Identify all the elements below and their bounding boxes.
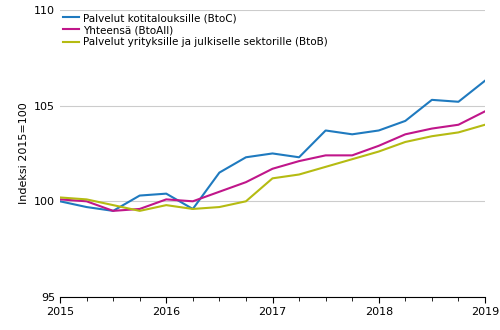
Yhteensä (BtoAll) [456,123,462,127]
Y-axis label: Indeksi 2015=100: Indeksi 2015=100 [18,103,28,204]
Palvelut kotitalouksille (BtoC) [270,151,276,155]
Yhteensä (BtoAll) [322,153,328,157]
Palvelut yrityksille ja julkiselle sektorille (BtoB) [84,197,89,201]
Palvelut kotitalouksille (BtoC) [110,209,116,213]
Palvelut yrityksille ja julkiselle sektorille (BtoB) [482,123,488,127]
Palvelut yrityksille ja julkiselle sektorille (BtoB) [57,195,63,199]
Palvelut yrityksille ja julkiselle sektorille (BtoB) [190,207,196,211]
Palvelut yrityksille ja julkiselle sektorille (BtoB) [402,140,408,144]
Yhteensä (BtoAll) [136,207,142,211]
Yhteensä (BtoAll) [349,153,355,157]
Palvelut kotitalouksille (BtoC) [482,79,488,83]
Palvelut kotitalouksille (BtoC) [84,205,89,209]
Yhteensä (BtoAll) [402,132,408,136]
Palvelut yrityksille ja julkiselle sektorille (BtoB) [296,173,302,177]
Palvelut yrityksille ja julkiselle sektorille (BtoB) [110,203,116,207]
Yhteensä (BtoAll) [429,127,435,131]
Palvelut kotitalouksille (BtoC) [376,128,382,132]
Line: Palvelut yrityksille ja julkiselle sektorille (BtoB): Palvelut yrityksille ja julkiselle sekto… [60,125,485,211]
Legend: Palvelut kotitalouksille (BtoC), Yhteensä (BtoAll), Palvelut yrityksille ja julk: Palvelut kotitalouksille (BtoC), Yhteens… [63,13,328,47]
Palvelut yrityksille ja julkiselle sektorille (BtoB) [349,157,355,161]
Palvelut yrityksille ja julkiselle sektorille (BtoB) [429,134,435,138]
Yhteensä (BtoAll) [296,159,302,163]
Yhteensä (BtoAll) [243,180,249,184]
Palvelut yrityksille ja julkiselle sektorille (BtoB) [456,130,462,134]
Palvelut kotitalouksille (BtoC) [429,98,435,102]
Palvelut kotitalouksille (BtoC) [296,155,302,159]
Palvelut kotitalouksille (BtoC) [136,194,142,198]
Yhteensä (BtoAll) [270,167,276,171]
Yhteensä (BtoAll) [84,199,89,203]
Palvelut yrityksille ja julkiselle sektorille (BtoB) [270,176,276,180]
Yhteensä (BtoAll) [110,209,116,213]
Yhteensä (BtoAll) [376,144,382,148]
Yhteensä (BtoAll) [57,197,63,201]
Palvelut yrityksille ja julkiselle sektorille (BtoB) [376,149,382,153]
Palvelut kotitalouksille (BtoC) [322,128,328,132]
Yhteensä (BtoAll) [482,109,488,113]
Palvelut kotitalouksille (BtoC) [163,192,169,196]
Palvelut kotitalouksille (BtoC) [57,199,63,203]
Palvelut yrityksille ja julkiselle sektorille (BtoB) [163,203,169,207]
Palvelut yrityksille ja julkiselle sektorille (BtoB) [243,199,249,203]
Palvelut kotitalouksille (BtoC) [349,132,355,136]
Palvelut yrityksille ja julkiselle sektorille (BtoB) [216,205,222,209]
Palvelut yrityksille ja julkiselle sektorille (BtoB) [136,209,142,213]
Yhteensä (BtoAll) [190,199,196,203]
Palvelut kotitalouksille (BtoC) [243,155,249,159]
Palvelut kotitalouksille (BtoC) [216,171,222,175]
Yhteensä (BtoAll) [216,190,222,194]
Line: Yhteensä (BtoAll): Yhteensä (BtoAll) [60,111,485,211]
Line: Palvelut kotitalouksille (BtoC): Palvelut kotitalouksille (BtoC) [60,81,485,211]
Palvelut kotitalouksille (BtoC) [190,207,196,211]
Palvelut yrityksille ja julkiselle sektorille (BtoB) [322,165,328,169]
Palvelut kotitalouksille (BtoC) [456,100,462,104]
Yhteensä (BtoAll) [163,197,169,201]
Palvelut kotitalouksille (BtoC) [402,119,408,123]
